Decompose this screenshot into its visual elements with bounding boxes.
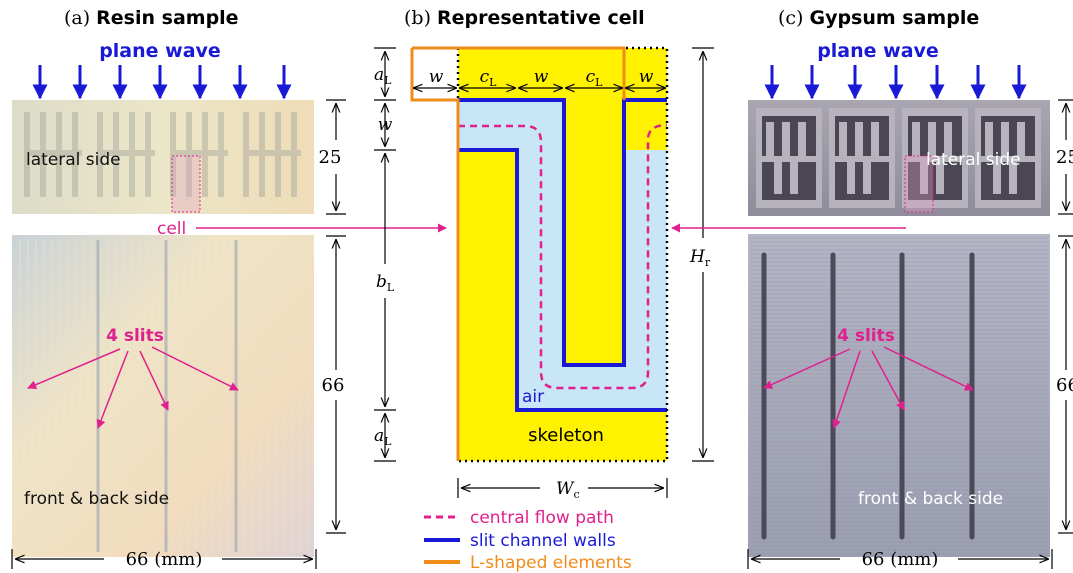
dim-w-label-2: w	[534, 67, 549, 87]
plane-wave-label-c: plane wave	[817, 40, 939, 62]
legend-item-walls: slit channel walls	[424, 531, 616, 551]
cell-label-c: cell	[904, 219, 933, 239]
dim-cl-label-1: cL	[480, 67, 498, 89]
dim-height-front-label-c: 66	[1056, 375, 1073, 396]
panel-a-title: (a) Resin sample	[64, 7, 239, 29]
dim-width-c	[747, 549, 1053, 569]
dim-width-label-c: 66 (mm)	[862, 549, 939, 570]
cell-highlight-a	[171, 155, 201, 213]
lateral-side-label-a: lateral side	[26, 150, 121, 170]
svg-text:slit channel walls: slit channel walls	[470, 531, 616, 551]
central-flow-path	[458, 123, 668, 390]
panel-c-title: (c) Gypsum sample	[778, 7, 979, 29]
resin-front-photo	[12, 235, 314, 557]
panel-b-title: (b) Representative cell	[404, 7, 645, 29]
gypsum-lateral-photo	[748, 100, 1050, 216]
dim-height-front-label-a: 66	[322, 375, 345, 396]
legend-item-lshape: L-shaped elements	[424, 553, 632, 573]
front-back-label-a: front & back side	[24, 489, 169, 509]
dim-w-label-left: w	[378, 115, 393, 135]
dim-wc-label: Wc	[556, 479, 580, 501]
skeleton-tongue	[517, 100, 624, 365]
legend: central flow path slit channel walls L-s…	[424, 508, 632, 573]
dim-bl-label: bL	[376, 272, 395, 294]
lateral-side-label-c: lateral side	[926, 150, 1021, 170]
dim-height-top-label-c: 25	[1056, 147, 1073, 168]
dim-wc	[457, 478, 668, 498]
dim-height-top-a	[326, 99, 346, 215]
skeleton-label: skeleton	[528, 425, 604, 446]
dim-cl-label-2: cL	[586, 67, 604, 89]
resin-lateral-photo	[12, 100, 314, 214]
dim-w-label-1: w	[429, 67, 444, 87]
plane-wave-label-a: plane wave	[99, 40, 221, 62]
four-slits-label-c: 4 slits	[837, 326, 895, 346]
svg-text:central flow path: central flow path	[470, 508, 614, 528]
dim-width-label-a: 66 (mm)	[126, 549, 203, 570]
panel-b: air skeleton w cL w cL w aL w bL	[374, 46, 714, 573]
plane-wave-arrows-c	[764, 65, 1027, 100]
plane-wave-arrows-a	[32, 65, 292, 100]
dim-height-top-c	[1058, 99, 1073, 215]
dim-al-label-1: aL	[374, 65, 392, 87]
svg-text:L-shaped elements: L-shaped elements	[470, 553, 632, 573]
gypsum-slits	[761, 252, 975, 540]
dim-left-vertical	[374, 47, 396, 462]
l-shaped-elements	[410, 46, 626, 461]
dim-width-a	[11, 549, 317, 569]
dim-height-front-c	[1058, 235, 1073, 534]
dim-al-label-2: aL	[374, 426, 392, 448]
slit-arrows-a	[27, 346, 239, 429]
dim-hr-label: Hr	[689, 247, 711, 269]
gypsum-front-photo	[748, 234, 1050, 557]
legend-item-flow: central flow path	[424, 508, 614, 528]
slit-arrows-c	[763, 346, 974, 429]
dim-hr	[692, 47, 714, 462]
cell-outline	[456, 46, 669, 463]
cell-highlight-c	[904, 155, 934, 213]
air-label: air	[522, 387, 544, 407]
front-back-label-c: front & back side	[858, 489, 1003, 509]
dim-w-label-3: w	[639, 67, 654, 87]
dim-height-front-a	[326, 235, 346, 534]
four-slits-label-a: 4 slits	[106, 326, 164, 346]
panel-c: plane wave lateral side front & back sid…	[671, 40, 1073, 570]
dim-height-top-label-a: 25	[319, 147, 342, 168]
panel-a: plane wave lateral side front & back sid…	[11, 40, 447, 570]
slit-walls	[458, 98, 667, 412]
cell-label-a: cell	[157, 219, 186, 239]
